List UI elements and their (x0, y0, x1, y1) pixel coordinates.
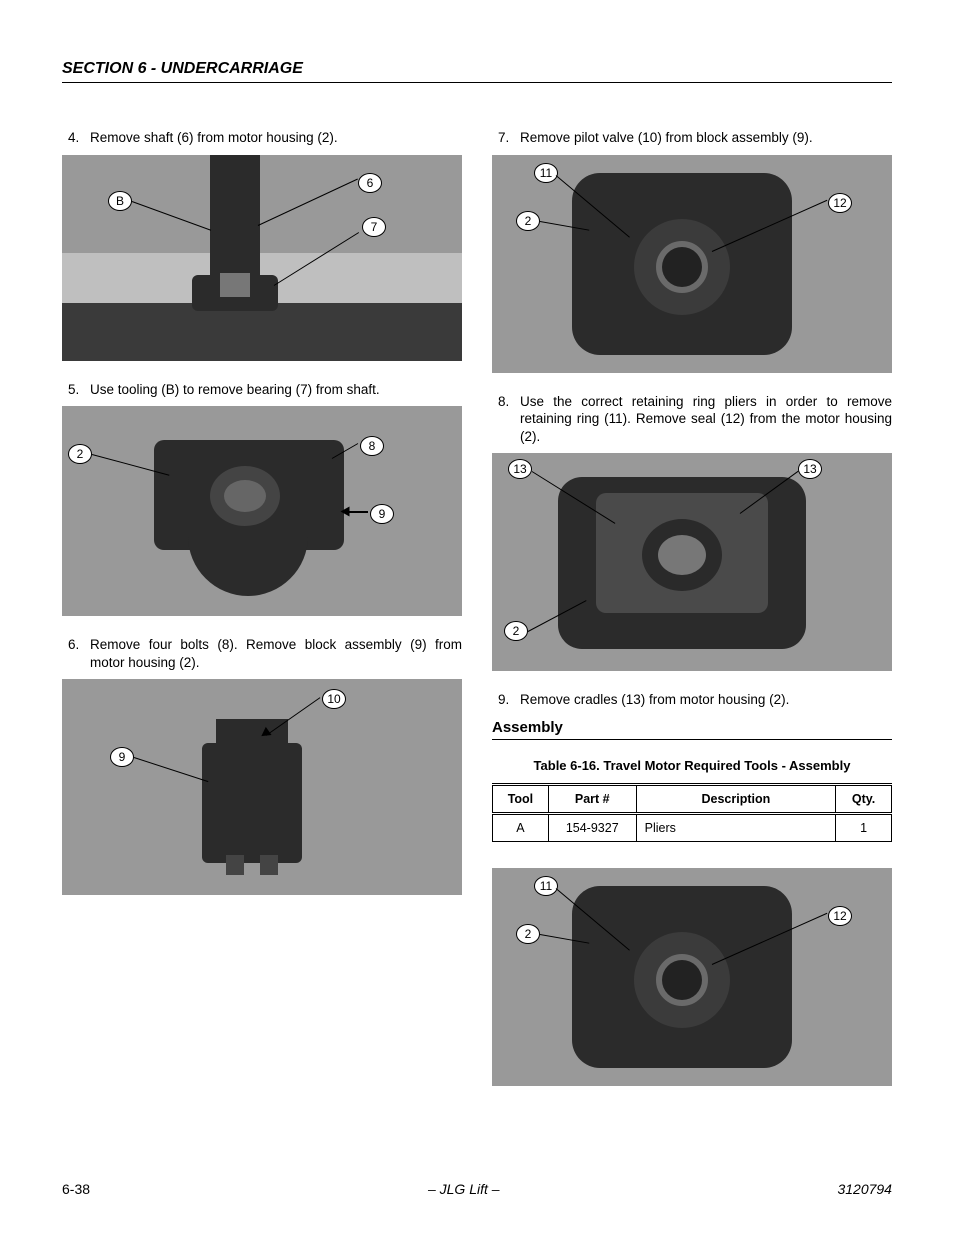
step-text: Remove pilot valve (10) from block assem… (520, 129, 892, 147)
callout-B: B (108, 191, 132, 211)
assembly-heading: Assembly (492, 719, 892, 740)
callout-10: 10 (322, 689, 346, 709)
callout-8: 8 (360, 436, 384, 456)
step-9: 9. Remove cradles (13) from motor housin… (492, 691, 892, 709)
step-7: 7. Remove pilot valve (10) from block as… (492, 129, 892, 147)
step-text: Remove shaft (6) from motor housing (2). (90, 129, 462, 147)
figure-step5: 2 8 9 (62, 406, 462, 616)
section-header: SECTION 6 - UNDERCARRIAGE (62, 60, 892, 83)
step-6: 6. Remove four bolts (8). Remove block a… (62, 636, 462, 671)
th-qty: Qty. (836, 784, 892, 813)
callout-13a: 13 (508, 459, 532, 479)
figure-assembly: 11 2 12 (492, 868, 892, 1086)
th-tool: Tool (493, 784, 549, 813)
step-5: 5. Use tooling (B) to remove bearing (7)… (62, 381, 462, 399)
page-footer: 6-38 – JLG Lift – 3120794 (62, 1181, 892, 1197)
left-column: 4. Remove shaft (6) from motor housing (… (62, 129, 462, 1106)
callout-13b: 13 (798, 459, 822, 479)
th-part: Part # (548, 784, 636, 813)
footer-doc: 3120794 (837, 1181, 892, 1197)
callout-11: 11 (534, 163, 558, 183)
td-tool: A (493, 813, 549, 841)
td-desc: Pliers (636, 813, 836, 841)
callout-2: 2 (68, 444, 92, 464)
callout-12: 12 (828, 906, 852, 926)
footer-page: 6-38 (62, 1181, 90, 1197)
right-column: 7. Remove pilot valve (10) from block as… (492, 129, 892, 1106)
step-text: Remove four bolts (8). Remove block asse… (90, 636, 462, 671)
td-qty: 1 (836, 813, 892, 841)
step-num: 5. (62, 381, 90, 399)
callout-11: 11 (534, 876, 558, 896)
step-num: 4. (62, 129, 90, 147)
content-columns: 4. Remove shaft (6) from motor housing (… (62, 129, 892, 1106)
callout-2: 2 (516, 211, 540, 231)
step-8: 8. Use the correct retaining ring pliers… (492, 393, 892, 446)
step-text: Use tooling (B) to remove bearing (7) fr… (90, 381, 462, 399)
callout-12: 12 (828, 193, 852, 213)
callout-9: 9 (370, 504, 394, 524)
callout-2: 2 (516, 924, 540, 944)
callout-6: 6 (358, 173, 382, 193)
callout-2: 2 (504, 621, 528, 641)
callout-9: 9 (110, 747, 134, 767)
figure-step4: B 6 7 (62, 155, 462, 361)
step-num: 8. (492, 393, 520, 446)
table-row: A 154-9327 Pliers 1 (493, 813, 892, 841)
step-num: 6. (62, 636, 90, 671)
td-part: 154-9327 (548, 813, 636, 841)
step-num: 9. (492, 691, 520, 709)
footer-brand: – JLG Lift – (428, 1181, 500, 1197)
th-desc: Description (636, 784, 836, 813)
step-text: Remove cradles (13) from motor housing (… (520, 691, 892, 709)
table-title: Table 6-16. Travel Motor Required Tools … (492, 758, 892, 773)
figure-step8: 13 13 2 (492, 453, 892, 671)
figure-step6: 9 10 (62, 679, 462, 895)
callout-7: 7 (362, 217, 386, 237)
tools-table: Tool Part # Description Qty. A 154-9327 … (492, 783, 892, 842)
figure-step7: 11 2 12 (492, 155, 892, 373)
step-num: 7. (492, 129, 520, 147)
step-text: Use the correct retaining ring pliers in… (520, 393, 892, 446)
step-4: 4. Remove shaft (6) from motor housing (… (62, 129, 462, 147)
